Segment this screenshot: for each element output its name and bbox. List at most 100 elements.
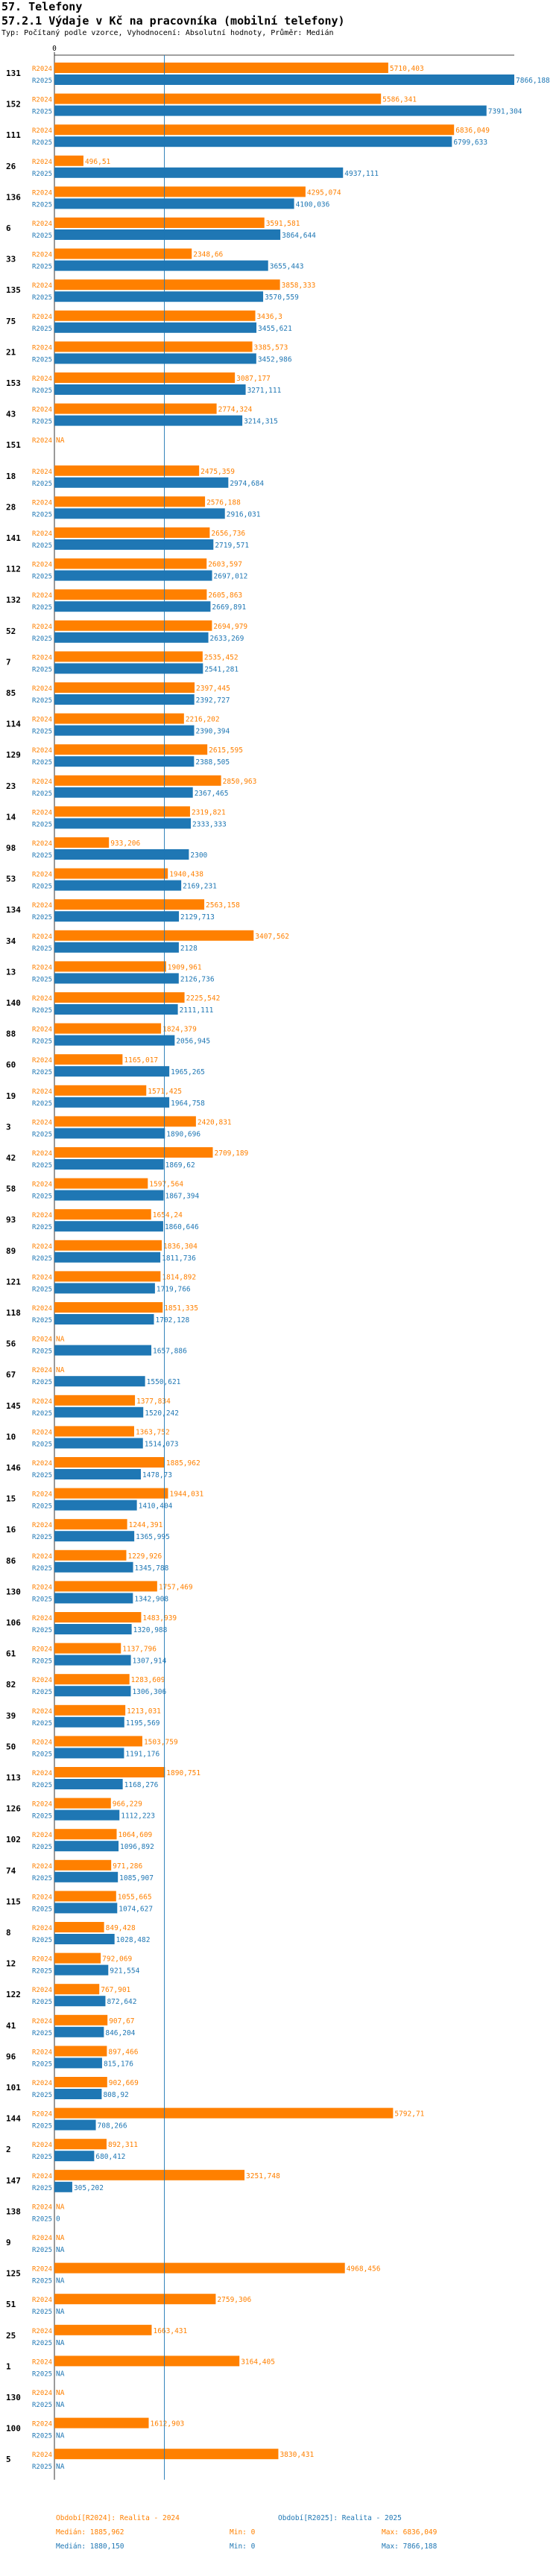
series-label: R2025 [32, 1782, 52, 1789]
series-label: R2024 [32, 407, 52, 414]
data-label: 3570,559 [265, 294, 299, 302]
category-label: 61 [6, 1649, 16, 1659]
series-label: R2025 [32, 1906, 52, 1913]
series-label: R2024 [32, 1088, 52, 1096]
category-label: 34 [6, 936, 16, 946]
data-label: NA [56, 2432, 65, 2440]
category-label: 131 [6, 69, 21, 78]
category-label: 3 [6, 1122, 11, 1132]
data-label: 3407,562 [255, 933, 289, 941]
series-label: R2024 [32, 469, 52, 476]
bar [54, 322, 257, 333]
data-label: 3087,177 [236, 375, 271, 383]
data-label: 2697,012 [214, 573, 248, 581]
data-label: 1064,609 [119, 1831, 153, 1839]
bar [54, 403, 217, 414]
series-label: R2025 [32, 2215, 52, 2223]
data-label: 305,202 [74, 2184, 104, 2192]
data-label: 2111,111 [180, 1006, 214, 1015]
category-label: 86 [6, 1556, 16, 1566]
series-label: R2024 [32, 2358, 52, 2366]
bar [54, 1376, 145, 1387]
category-label: 75 [6, 317, 16, 326]
series-label: R2024 [32, 747, 52, 755]
bar [54, 248, 192, 259]
series-label: R2024 [32, 2266, 52, 2274]
series-label: R2025 [32, 666, 52, 673]
bar [54, 310, 256, 321]
data-label: 2129,713 [180, 913, 215, 921]
data-label: 2333,333 [192, 820, 227, 828]
data-label: 971,286 [113, 1862, 142, 1871]
series-label: R2024 [32, 1553, 52, 1561]
bar [54, 2151, 95, 2162]
bar [54, 1159, 164, 1170]
bar [54, 527, 210, 538]
series-label: R2024 [32, 282, 52, 290]
data-label: 2367,465 [195, 790, 229, 798]
data-label: 2774,324 [218, 406, 253, 414]
bar [54, 1190, 164, 1201]
series-label: R2024 [32, 872, 52, 879]
bar [54, 465, 200, 476]
series-label: R2024 [32, 2173, 52, 2180]
series-label: R2025 [32, 1813, 52, 1821]
series-label: R2024 [32, 1305, 52, 1313]
data-label: 2169,231 [183, 883, 217, 891]
series-label: R2024 [32, 2297, 52, 2304]
series-label: R2024 [32, 1274, 52, 1281]
series-label: R2025 [32, 604, 52, 612]
data-label: 2535,452 [204, 653, 239, 662]
bar [54, 1996, 106, 2007]
bar [54, 1438, 143, 1449]
bar [54, 1426, 134, 1437]
bar [54, 2262, 345, 2274]
series-label: R2024 [32, 127, 52, 135]
data-label: 907,67 [109, 2017, 134, 2025]
data-label: 2056,945 [176, 1038, 210, 1046]
category-label: 19 [6, 1091, 16, 1101]
series-label: R2024 [32, 1894, 52, 1901]
series-label: R2024 [32, 437, 52, 445]
series-label: R2024 [32, 2390, 52, 2397]
data-label: 2850,963 [223, 778, 257, 786]
bar [54, 1829, 117, 1840]
category-label: 98 [6, 843, 16, 853]
series-label: R2025 [32, 264, 52, 271]
bar [54, 2077, 107, 2087]
bar [54, 1457, 165, 1468]
data-label: 2475,359 [200, 468, 235, 476]
bar [54, 1221, 163, 1232]
data-label: NA [56, 2389, 65, 2397]
bar [54, 1655, 131, 1666]
bar [54, 1612, 142, 1622]
category-label: 82 [6, 1680, 16, 1690]
data-label: 1654,24 [153, 1211, 183, 1219]
bar [54, 1891, 116, 1902]
data-label: 1074,627 [119, 1905, 153, 1913]
category-label: 7 [6, 657, 11, 667]
series-label: R2024 [32, 1398, 52, 1406]
category-label: 153 [6, 378, 21, 388]
series-label: R2024 [32, 1987, 52, 1994]
data-label: 680,412 [95, 2153, 125, 2161]
series-label: R2025 [32, 1689, 52, 1696]
data-label: 849,428 [106, 1924, 136, 1932]
bar [54, 2119, 96, 2131]
category-label: 121 [6, 1277, 21, 1287]
bar [54, 880, 182, 891]
series-label: R2025 [32, 1844, 52, 1851]
bar [54, 1035, 175, 1046]
data-label: 1213,031 [127, 1707, 161, 1716]
data-label: 1944,031 [169, 1491, 203, 1499]
bar [54, 2026, 104, 2037]
data-label: 708,266 [98, 2122, 127, 2131]
category-label: 10 [6, 1432, 16, 1441]
series-label: R2024 [32, 1367, 52, 1374]
bar [54, 1054, 123, 1065]
bar [54, 63, 388, 73]
bar [54, 651, 203, 662]
legend-r2025-max: Max: 7866,188 [382, 2542, 438, 2551]
bar [54, 1798, 111, 1809]
bar [54, 105, 487, 116]
